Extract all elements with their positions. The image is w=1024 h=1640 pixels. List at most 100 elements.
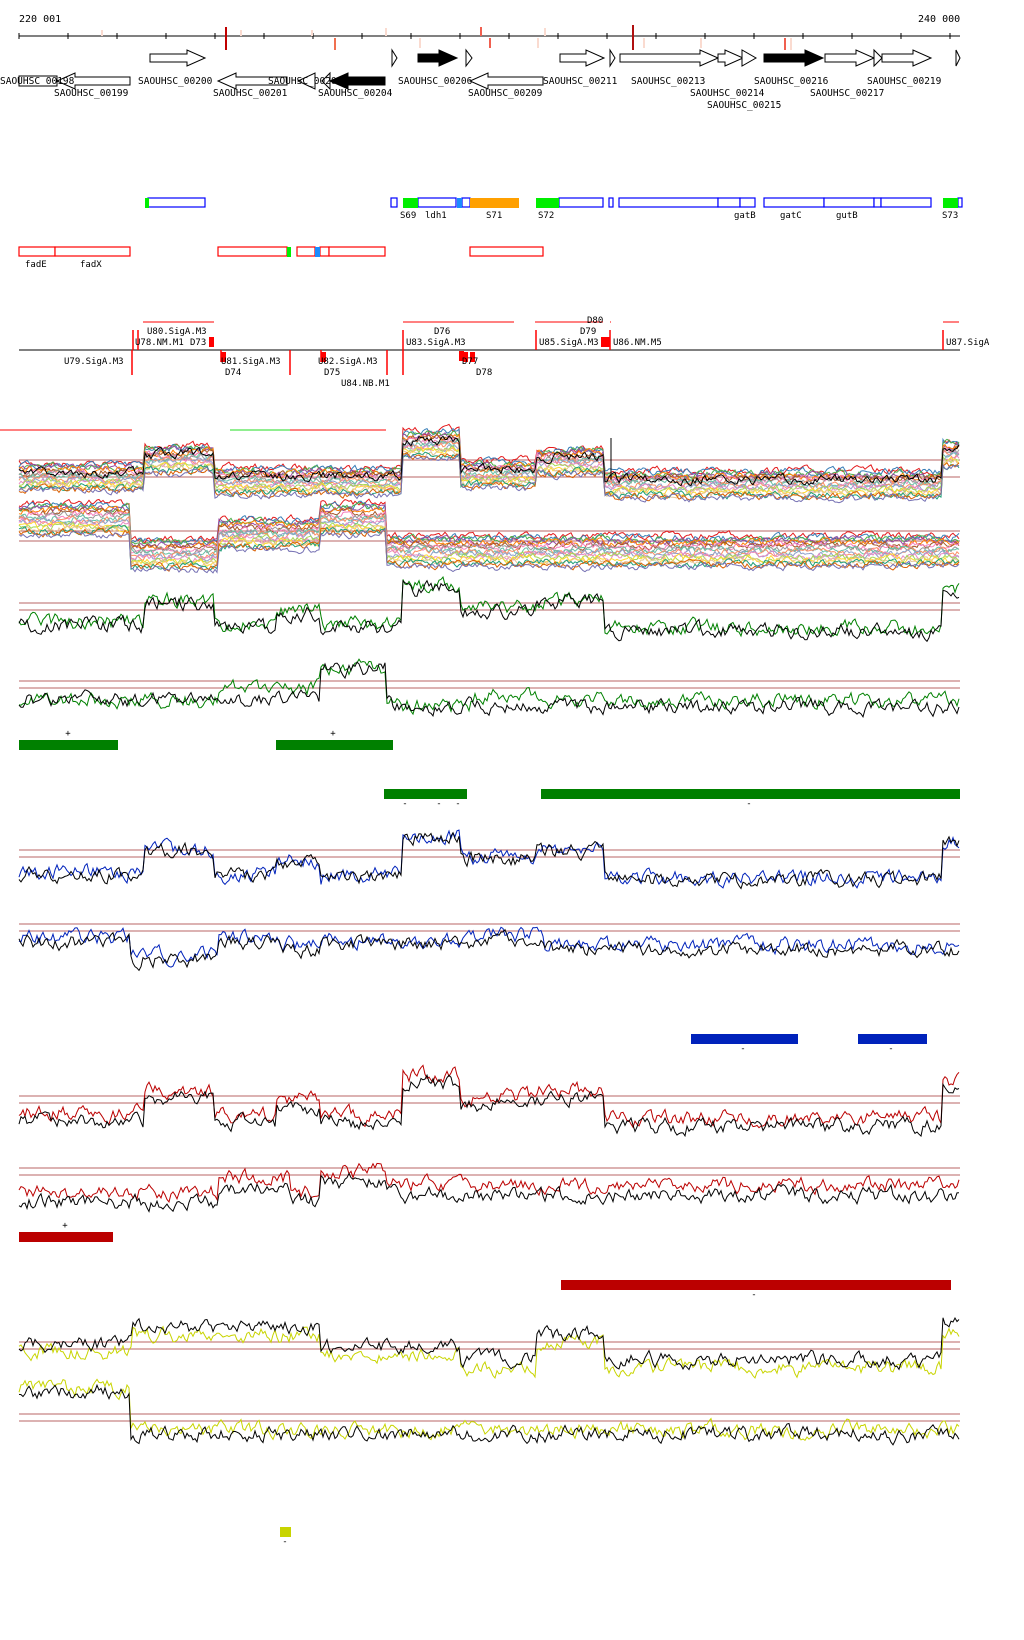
gene-arrow[interactable] (328, 72, 386, 90)
gene-arrow[interactable] (321, 71, 331, 91)
gene-arrow[interactable] (609, 48, 616, 68)
gene-arrow[interactable] (391, 48, 398, 68)
annotation-box[interactable] (608, 197, 614, 208)
regulatory-label: D77 (462, 357, 478, 367)
annotation-box[interactable] (823, 197, 875, 208)
annotation-box[interactable] (147, 197, 206, 208)
annotation-feature (943, 198, 958, 208)
site-block (601, 337, 606, 347)
segment-strand-marker: - (740, 1044, 745, 1054)
variant-marker (334, 38, 336, 50)
annotation-box[interactable] (296, 246, 316, 257)
gene-arrow[interactable] (465, 48, 473, 68)
segment-strand-marker: + (330, 729, 336, 739)
yellow-segment-bar[interactable] (280, 1527, 291, 1537)
gene-arrow[interactable] (216, 72, 288, 90)
variant-marker (240, 30, 242, 36)
annotation-box[interactable] (739, 197, 756, 208)
variant-marker (489, 38, 491, 48)
annotation-box[interactable] (217, 246, 288, 257)
annotation-feature (536, 198, 559, 208)
sample-line (18, 1162, 960, 1203)
regulatory-label: D79 (580, 327, 596, 337)
multi-sample-line (18, 437, 960, 489)
red-segment-bar[interactable] (561, 1280, 951, 1290)
regulatory-label: U85.SigA.M3 (539, 338, 599, 348)
annotation-box[interactable] (873, 197, 882, 208)
site-block (605, 337, 610, 347)
multi-sample-line (18, 528, 960, 574)
green-segment-bar[interactable] (541, 789, 960, 799)
gene-arrow[interactable] (619, 49, 720, 67)
green-segment-bar[interactable] (276, 740, 393, 750)
site-block (321, 352, 326, 362)
multi-sample-line (18, 502, 960, 547)
gene-arrow[interactable] (559, 49, 606, 67)
variant-marker (311, 30, 313, 36)
gene-arrow[interactable] (763, 49, 825, 67)
green-segment-bar[interactable] (19, 740, 118, 750)
gene-arrow[interactable] (149, 49, 207, 67)
multi-sample-line (18, 527, 960, 572)
annotation-box[interactable] (461, 197, 471, 208)
reference-line (18, 928, 960, 972)
annotation-box[interactable] (319, 246, 330, 257)
reference-line (18, 1383, 960, 1446)
sample-line (18, 576, 960, 638)
segment-strand-marker: - (746, 799, 751, 809)
annotation-box[interactable] (957, 197, 963, 208)
annotation-box[interactable] (469, 246, 544, 257)
gene-arrow[interactable] (955, 49, 961, 67)
gene-arrow[interactable] (468, 72, 544, 90)
gene-label: SAOUHSC_00200 (138, 76, 213, 87)
gene-label: SAOUHSC_00198 (0, 76, 75, 87)
annotation-label: S71 (486, 211, 502, 221)
variant-marker (784, 38, 786, 50)
variant-marker (101, 30, 103, 36)
gene-track: SAOUHSC_00198SAOUHSC_00199SAOUHSC_00200S… (0, 48, 961, 111)
annotation-box[interactable] (54, 246, 131, 257)
annotation-box[interactable] (558, 197, 604, 208)
segment-strand-marker: + (62, 1221, 68, 1231)
gene-arrow[interactable] (741, 49, 758, 67)
gene-arrow[interactable] (873, 48, 883, 68)
gene-arrow[interactable] (881, 49, 933, 67)
gene-arrow[interactable] (55, 72, 131, 90)
annotation-box[interactable] (328, 246, 386, 257)
annotation-box[interactable] (763, 197, 825, 208)
gene-label: SAOUHSC_00211 (543, 76, 618, 87)
gene-label: SAOUHSC_00209 (468, 88, 543, 99)
regulatory-label: U78.NM.M1 (135, 338, 184, 348)
gene-label: SAOUHSC_00214 (690, 88, 765, 99)
gene-label: SAOUHSC_00201 (213, 88, 288, 99)
regulatory-label: D76 (434, 327, 450, 337)
green-segment-bar[interactable] (384, 789, 467, 799)
annotation-box[interactable] (880, 197, 932, 208)
annotation-feature (470, 198, 519, 208)
sample-line (18, 1325, 960, 1380)
gene-arrow[interactable] (417, 49, 459, 67)
annotation-label: gatC (780, 211, 802, 221)
red-segment-bar[interactable] (19, 1232, 113, 1242)
segment-strand-marker: - (282, 1537, 287, 1547)
reference-line (18, 1316, 960, 1371)
annotation-label: S69 (400, 211, 416, 221)
variant-marker (480, 27, 482, 36)
gene-arrow[interactable] (717, 49, 745, 67)
multi-sample-line (18, 432, 960, 481)
gene-arrow[interactable] (824, 49, 876, 67)
annotation-box[interactable] (390, 197, 398, 208)
blue-segment-bar[interactable] (858, 1034, 927, 1044)
gene-label: SAOUHSC_00217 (810, 88, 884, 99)
annotation-box[interactable] (618, 197, 719, 208)
multi-sample-line (18, 516, 960, 562)
annotation-box[interactable] (717, 197, 741, 208)
annotation-box[interactable] (417, 197, 457, 208)
annotation-box[interactable] (18, 246, 56, 257)
gene-arrow[interactable] (296, 72, 316, 90)
regulatory-label: U81.SigA.M3 (221, 357, 281, 367)
annotation-feature (315, 247, 320, 257)
regulatory-label: U80.SigA.M3 (147, 327, 207, 337)
blue-segment-bar[interactable] (691, 1034, 798, 1044)
